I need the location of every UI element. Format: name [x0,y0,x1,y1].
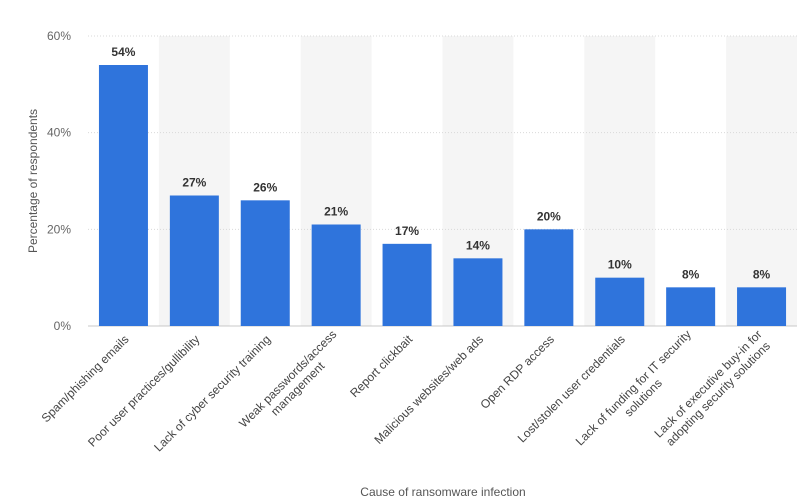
x-tick-label: Report clickbait [347,332,415,400]
bar [311,224,361,326]
column-bands [158,36,797,326]
x-tick-label: Poor user practices/gullibility [85,332,202,449]
y-tick-label: 20% [47,222,71,236]
bar [453,258,503,326]
bar [240,200,290,326]
bar [382,243,432,326]
data-label: 14% [466,238,490,252]
data-label: 20% [537,209,561,223]
y-tick-label: 40% [47,126,71,140]
column-band [726,36,797,326]
x-tick-label: Open RDP access [477,332,557,412]
bar [524,229,574,326]
data-labels: 54% 27% 26% 21% 17% 14% 20% 10% 8% 8% [111,45,770,281]
y-tick-label: 60% [47,29,71,43]
data-label: 54% [111,45,135,59]
bar [737,287,787,326]
data-label: 10% [608,258,632,272]
bar [666,287,716,326]
data-label: 17% [395,224,419,238]
y-axis-title: Percentage of respondents [26,109,40,253]
data-label: 8% [682,267,700,281]
y-tick-label: 0% [54,319,72,333]
bars [98,65,787,326]
data-label: 27% [182,176,206,190]
data-label: 26% [253,180,277,194]
bar [169,195,219,326]
x-tick-label: Lack of funding for IT securitysolutions [573,327,704,458]
x-axis-title: Cause of ransomware infection [360,485,525,499]
y-axis-ticks: 0% 20% 40% 60% [47,29,71,333]
data-label: 8% [753,267,771,281]
x-tick-label: Lack of cyber security training [151,332,273,454]
bar [595,277,645,326]
data-label: 21% [324,205,348,219]
bar [98,65,148,326]
